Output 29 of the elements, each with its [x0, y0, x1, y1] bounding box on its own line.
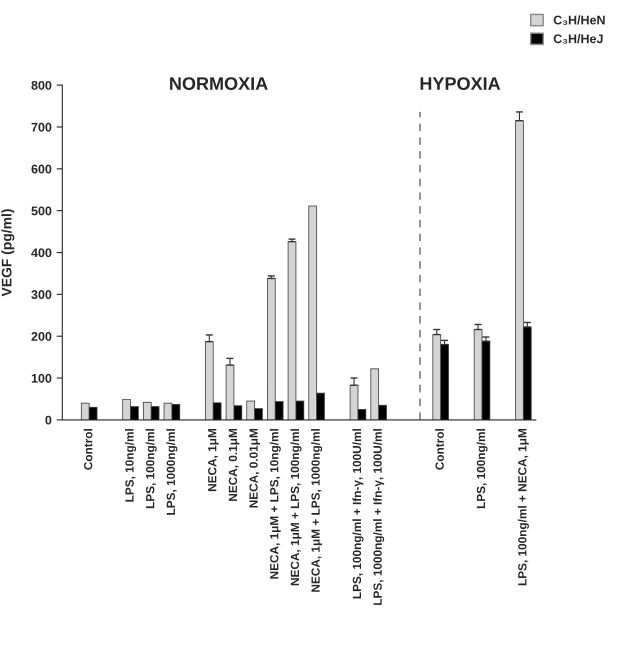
y-axis-title: VEGF (pg/ml) — [1, 209, 14, 296]
x-tick-label: LPS, 10ng/ml — [125, 429, 136, 502]
y-tick-label: 400 — [31, 248, 52, 258]
y-tick-label: 600 — [31, 164, 52, 174]
x-tick-label: LPS, 100ng/ml — [476, 429, 488, 508]
legend-label: C₃H/HeJ — [554, 34, 603, 44]
y-tick-label: 0 — [45, 416, 52, 425]
annotation: NORMOXIA — [170, 77, 268, 90]
x-tick-label: NECA, 0.1μM — [228, 429, 240, 501]
x-tick-label: LPS, 100ng/ml — [146, 429, 157, 508]
x-tick-label: NECA, 0.01μM — [249, 429, 260, 508]
x-tick-label: LPS, 1000ng/ml — [166, 429, 178, 515]
x-tick-label: Control — [84, 429, 92, 470]
x-tick-label: NECA, 1μM — [208, 429, 219, 492]
y-tick-label: 200 — [31, 332, 52, 341]
annotation: HYPOXIA — [420, 77, 500, 90]
x-tick-label: Control — [435, 429, 444, 470]
legend-label: C₃H/HeN — [554, 15, 605, 25]
x-tick-label: NECA, 1μM + LPS, 1000ng/ml — [311, 429, 322, 592]
y-tick-label: 100 — [32, 374, 52, 383]
y-tick-label: 700 — [32, 122, 52, 132]
x-tick-label: LPS, 1000ng/ml + Ifn-γ, 100U/ml — [373, 429, 384, 605]
y-tick-label: 500 — [31, 206, 52, 216]
x-tick-label: NECA, 1μM + LPS, 100ng/ml — [290, 429, 302, 586]
x-tick-label: LPS, 100ng/ml + Ifn-γ, 100U/ml — [352, 429, 364, 598]
x-tick-label: NECA, 1μM + LPS, 10ng/ml — [270, 429, 281, 579]
x-tick-label: LPS, 100ng/ml + NECA, 1μM — [518, 429, 529, 586]
y-tick-label: 300 — [31, 290, 52, 300]
y-tick-label: 800 — [31, 80, 52, 90]
